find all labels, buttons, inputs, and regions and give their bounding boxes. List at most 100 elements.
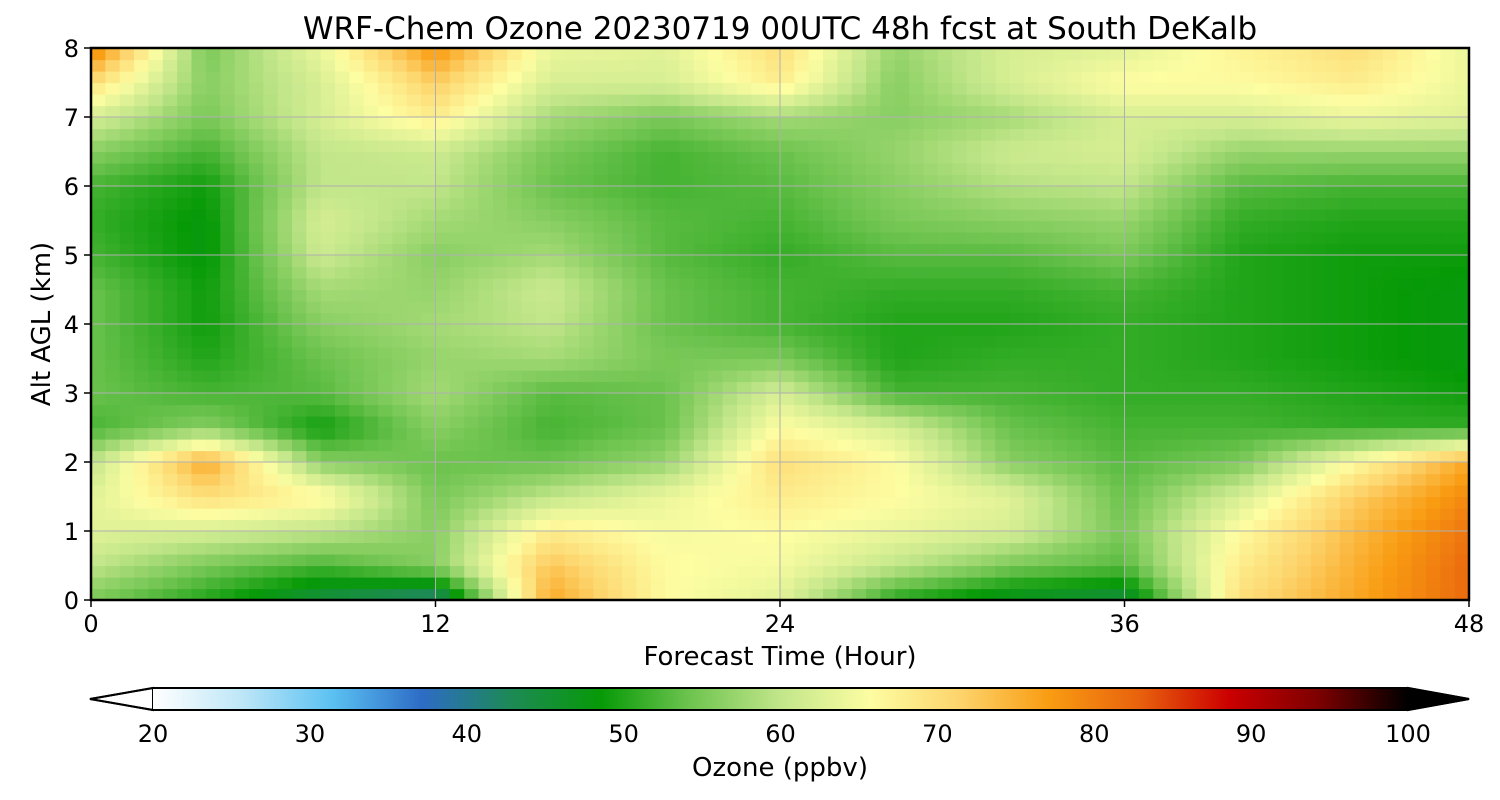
heatmap-cell — [1009, 565, 1025, 578]
heatmap-cell — [1095, 531, 1111, 544]
heatmap-cell — [263, 542, 279, 555]
heatmap-cell — [550, 140, 566, 153]
heatmap-cell — [521, 312, 537, 325]
heatmap-cell — [1296, 266, 1312, 279]
heatmap-cell — [1311, 358, 1327, 371]
heatmap-cell — [1124, 588, 1140, 600]
heatmap-cell — [1411, 462, 1427, 475]
heatmap-cell — [866, 48, 882, 61]
heatmap-cell — [177, 117, 193, 130]
heatmap-cell — [866, 381, 882, 394]
heatmap-cell — [1411, 335, 1427, 348]
heatmap-cell — [1296, 186, 1312, 199]
heatmap-cell — [1311, 255, 1327, 268]
heatmap-cell — [1110, 393, 1126, 406]
heatmap-cell — [234, 404, 250, 417]
heatmap-cell — [392, 496, 408, 509]
heatmap-cell — [1253, 278, 1269, 291]
heatmap-cell — [693, 588, 709, 600]
heatmap-cell — [205, 577, 221, 590]
heatmap-cell — [909, 151, 925, 164]
heatmap-cell — [1411, 289, 1427, 302]
heatmap-cell — [91, 209, 106, 222]
heatmap-cell — [1110, 450, 1126, 463]
heatmap-cell — [1196, 301, 1212, 314]
heatmap-cell — [521, 358, 537, 371]
heatmap-cell — [593, 71, 609, 84]
heatmap-cell — [1081, 370, 1097, 383]
heatmap-cell — [1339, 71, 1355, 84]
heatmap-cell — [622, 393, 638, 406]
heatmap-cell — [535, 140, 551, 153]
heatmap-cell — [866, 255, 882, 268]
heatmap-cell — [1081, 209, 1097, 222]
heatmap-cell — [607, 140, 623, 153]
heatmap-cell — [579, 266, 594, 279]
heatmap-cell — [980, 531, 996, 544]
heatmap-cell — [708, 197, 724, 210]
heatmap-cell — [435, 347, 451, 360]
heatmap-cell — [722, 266, 738, 279]
heatmap-cell — [1397, 450, 1413, 463]
heatmap-cell — [1095, 289, 1111, 302]
heatmap-cell — [349, 542, 365, 555]
heatmap-cell — [1454, 128, 1469, 141]
heatmap-cell — [564, 335, 580, 348]
heatmap-cell — [1368, 462, 1384, 475]
heatmap-cell — [866, 128, 882, 141]
heatmap-cell — [191, 335, 207, 348]
heatmap-cell — [1009, 174, 1025, 187]
heatmap-cell — [966, 577, 982, 590]
heatmap-cell — [607, 496, 623, 509]
heatmap-cell — [1253, 266, 1269, 279]
heatmap-cell — [507, 128, 523, 141]
heatmap-cell — [1167, 519, 1183, 532]
heatmap-cell — [1325, 105, 1341, 118]
heatmap-cell — [1153, 508, 1169, 521]
heatmap-cell — [1138, 278, 1154, 291]
heatmap-cell — [1296, 174, 1312, 187]
heatmap-cell — [923, 266, 939, 279]
heatmap-cell — [492, 416, 508, 429]
heatmap-cell — [837, 105, 853, 118]
heatmap-cell — [435, 416, 451, 429]
heatmap-cell — [593, 243, 609, 256]
heatmap-cell — [148, 358, 164, 371]
heatmap-cell — [622, 174, 638, 187]
heatmap-cell — [363, 393, 379, 406]
heatmap-cell — [1354, 220, 1370, 233]
heatmap-cell — [636, 151, 652, 164]
heatmap-cell — [1339, 427, 1355, 440]
heatmap-cell — [722, 301, 738, 314]
heatmap-cell — [1067, 94, 1083, 107]
heatmap-cell — [1181, 531, 1197, 544]
heatmap-cell — [1382, 243, 1398, 256]
heatmap-cell — [421, 588, 437, 600]
heatmap-cell — [205, 358, 221, 371]
heatmap-cell — [349, 117, 365, 130]
heatmap-cell — [650, 255, 666, 268]
heatmap-cell — [1354, 462, 1370, 475]
heatmap-cell — [162, 485, 178, 498]
heatmap-cell — [765, 335, 781, 348]
heatmap-cell — [335, 324, 350, 337]
heatmap-cell — [1339, 370, 1355, 383]
heatmap-cell — [579, 82, 594, 95]
heatmap-cell — [1368, 324, 1384, 337]
heatmap-cell — [105, 335, 121, 348]
heatmap-cell — [1354, 289, 1370, 302]
heatmap-cell — [650, 71, 666, 84]
heatmap-cell — [91, 82, 106, 95]
heatmap-cell — [134, 232, 150, 245]
heatmap-cell — [320, 278, 336, 291]
heatmap-cell — [435, 82, 451, 95]
heatmap-cell — [177, 358, 193, 371]
heatmap-cell — [1325, 404, 1341, 417]
heatmap-cell — [91, 588, 106, 600]
heatmap-cell — [1268, 255, 1283, 268]
heatmap-cell — [808, 232, 824, 245]
heatmap-cell — [693, 243, 709, 256]
colorbar-tick-label: 40 — [451, 720, 482, 748]
heatmap-cell — [335, 48, 350, 61]
heatmap-cell — [1282, 312, 1298, 325]
